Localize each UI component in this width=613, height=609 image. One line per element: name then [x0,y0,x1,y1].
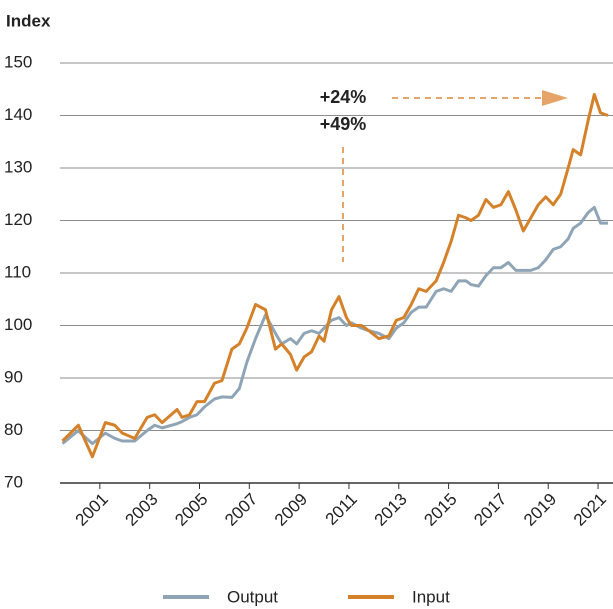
x-tick-label: 2021 [570,490,610,530]
x-tick-label: 2017 [470,490,510,530]
x-tick-label: 2001 [72,490,112,530]
x-tick-label: 2005 [171,490,211,530]
x-tick-label: 2003 [121,490,161,530]
series-line [61,93,609,459]
annotation: +24% [320,87,367,107]
arrow-head [542,90,568,106]
y-tick-label: 140 [4,105,32,124]
y-tick-label: 120 [4,210,32,229]
y-tick-label: 80 [4,420,23,439]
x-tick-label: 2011 [322,490,361,529]
annotation: +49% [320,114,367,134]
x-tick-label: 2019 [520,490,560,530]
x-tick-label: 2007 [221,490,261,530]
y-tick-label: 130 [4,157,32,176]
y-tick-label: 150 [4,52,32,71]
y-tick-label: 110 [4,262,31,281]
y-tick-label: 70 [4,472,23,491]
chart-title: Index [6,11,51,30]
legend-label: Output [227,587,278,606]
y-tick-label: 90 [4,367,23,386]
x-tick-label: 2015 [420,490,460,530]
x-tick-label: 2013 [371,490,411,530]
x-tick-label: 2009 [271,490,311,530]
legend-label: Input [412,587,450,606]
y-tick-label: 100 [4,315,32,334]
